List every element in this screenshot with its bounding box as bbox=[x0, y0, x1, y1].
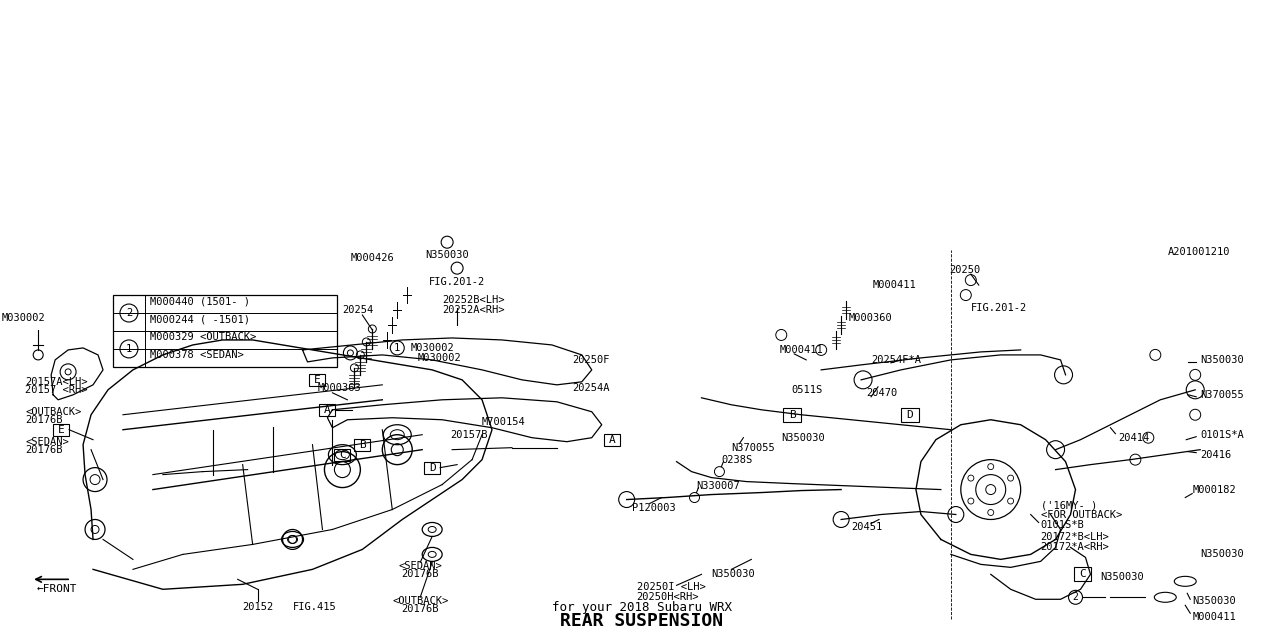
Text: FIG.201-2: FIG.201-2 bbox=[429, 277, 485, 287]
Text: 20157 <RH>: 20157 <RH> bbox=[26, 385, 88, 395]
Text: M000411: M000411 bbox=[873, 280, 916, 290]
Text: M700154: M700154 bbox=[483, 417, 526, 427]
Text: P120003: P120003 bbox=[631, 502, 676, 513]
Text: 20176B: 20176B bbox=[26, 445, 63, 454]
Text: <SEDAN>: <SEDAN> bbox=[398, 561, 442, 572]
Bar bbox=[1074, 568, 1092, 581]
Text: 20254A: 20254A bbox=[572, 383, 609, 393]
Bar bbox=[783, 408, 801, 422]
Text: 20451: 20451 bbox=[851, 522, 882, 532]
Text: E: E bbox=[314, 375, 321, 385]
Text: 0238S: 0238S bbox=[722, 454, 753, 465]
Text: N370055: N370055 bbox=[1201, 390, 1244, 400]
Text: E: E bbox=[58, 425, 64, 435]
Text: 20176B: 20176B bbox=[402, 570, 439, 579]
Text: M000411: M000411 bbox=[780, 345, 823, 355]
Text: M030002: M030002 bbox=[410, 343, 454, 353]
Text: 1: 1 bbox=[394, 343, 401, 353]
Text: M000182: M000182 bbox=[1192, 484, 1236, 495]
Text: FIG.201-2: FIG.201-2 bbox=[970, 303, 1027, 313]
Text: M030002: M030002 bbox=[417, 353, 461, 363]
Text: 20157A<LH>: 20157A<LH> bbox=[26, 377, 88, 387]
Text: M000244 ( -1501): M000244 ( -1501) bbox=[150, 314, 250, 324]
Text: N350030: N350030 bbox=[1201, 355, 1244, 365]
Text: 20254F*A: 20254F*A bbox=[872, 355, 922, 365]
Text: 0511S: 0511S bbox=[791, 385, 823, 395]
Bar bbox=[355, 438, 370, 451]
Text: ('16MY- ): ('16MY- ) bbox=[1041, 500, 1097, 511]
Text: M000363: M000363 bbox=[317, 383, 361, 393]
Text: N350030: N350030 bbox=[1192, 596, 1236, 606]
Text: M000329 <OUTBACK>: M000329 <OUTBACK> bbox=[150, 332, 256, 342]
Text: 20176B: 20176B bbox=[26, 415, 63, 425]
Text: 20470: 20470 bbox=[867, 388, 897, 398]
Text: ←FRONT: ←FRONT bbox=[36, 584, 77, 595]
Text: N350030: N350030 bbox=[1101, 572, 1144, 582]
Text: 0101S*A: 0101S*A bbox=[1201, 429, 1244, 440]
Text: 20172*B<LH>: 20172*B<LH> bbox=[1041, 532, 1110, 543]
Text: 20172*A<RH>: 20172*A<RH> bbox=[1041, 543, 1110, 552]
Text: 2: 2 bbox=[1073, 592, 1079, 602]
Text: <FOR OUTBACK>: <FOR OUTBACK> bbox=[1041, 511, 1121, 520]
Text: N350030: N350030 bbox=[1201, 549, 1244, 559]
Text: 20414: 20414 bbox=[1119, 433, 1149, 443]
Text: M000411: M000411 bbox=[1192, 612, 1236, 622]
Text: M000360: M000360 bbox=[849, 313, 893, 323]
Text: A: A bbox=[608, 435, 616, 445]
Text: M000426: M000426 bbox=[351, 253, 394, 263]
Bar bbox=[320, 404, 335, 416]
Text: B: B bbox=[358, 440, 366, 450]
Text: A201001210: A201001210 bbox=[1167, 247, 1230, 257]
Text: REAR SUSPENSION: REAR SUSPENSION bbox=[561, 612, 723, 630]
Text: N330007: N330007 bbox=[696, 481, 740, 491]
Text: <SEDAN>: <SEDAN> bbox=[26, 436, 69, 447]
Text: C: C bbox=[1079, 570, 1085, 579]
Text: N350030: N350030 bbox=[425, 250, 468, 260]
Text: 20252A<RH>: 20252A<RH> bbox=[442, 305, 504, 315]
Text: <OUTBACK>: <OUTBACK> bbox=[392, 596, 448, 606]
Text: 20416: 20416 bbox=[1201, 450, 1231, 460]
Text: M030002: M030002 bbox=[1, 313, 45, 323]
Bar bbox=[604, 434, 620, 445]
Text: FIG.415: FIG.415 bbox=[293, 602, 337, 612]
Text: 20254: 20254 bbox=[343, 305, 374, 315]
Bar bbox=[334, 449, 351, 461]
Text: C: C bbox=[339, 450, 346, 460]
Text: for your 2018 Subaru WRX: for your 2018 Subaru WRX bbox=[552, 601, 732, 614]
Text: D: D bbox=[429, 463, 435, 472]
Text: N350030: N350030 bbox=[781, 433, 826, 443]
Text: M000378 <SEDAN>: M000378 <SEDAN> bbox=[150, 350, 243, 360]
Text: 1: 1 bbox=[125, 344, 132, 354]
Text: N370055: N370055 bbox=[731, 443, 776, 452]
Text: 20250H<RH>: 20250H<RH> bbox=[636, 592, 699, 602]
Text: <OUTBACK>: <OUTBACK> bbox=[26, 407, 82, 417]
Bar bbox=[424, 461, 440, 474]
Text: 0101S*B: 0101S*B bbox=[1041, 520, 1084, 531]
Text: 20176B: 20176B bbox=[402, 604, 439, 614]
Text: 20252B<LH>: 20252B<LH> bbox=[442, 295, 504, 305]
Text: 20250: 20250 bbox=[948, 265, 980, 275]
Text: D: D bbox=[906, 410, 914, 420]
Text: A: A bbox=[324, 404, 330, 415]
Text: N350030: N350030 bbox=[712, 570, 755, 579]
Text: 20250I <LH>: 20250I <LH> bbox=[636, 582, 705, 592]
Bar bbox=[901, 408, 919, 422]
Text: B: B bbox=[788, 410, 796, 420]
Text: 2: 2 bbox=[125, 308, 132, 318]
Bar bbox=[310, 374, 325, 386]
Bar bbox=[54, 424, 69, 436]
Text: 20157B: 20157B bbox=[451, 429, 488, 440]
Text: 20250F: 20250F bbox=[572, 355, 609, 365]
Text: M000440 (1501- ): M000440 (1501- ) bbox=[150, 296, 250, 306]
Text: 20152: 20152 bbox=[242, 602, 273, 612]
Bar bbox=[113, 295, 338, 367]
